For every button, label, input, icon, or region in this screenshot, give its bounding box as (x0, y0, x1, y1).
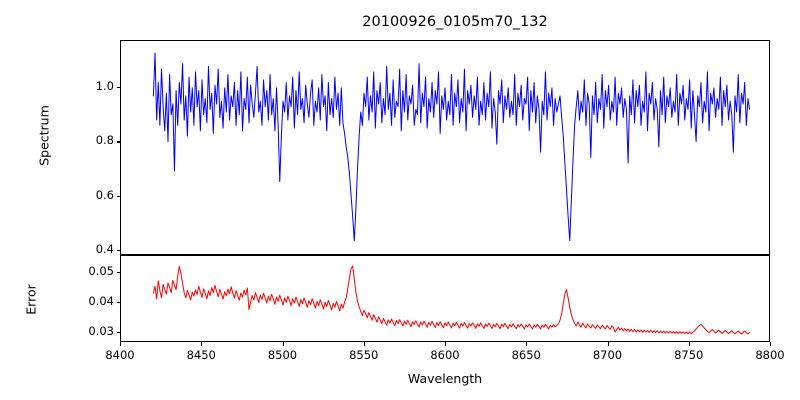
wavelength-axis-label: Wavelength (407, 371, 483, 386)
y-tick-mark (116, 87, 120, 89)
x-tick-mark (526, 342, 528, 346)
y-tick-mark (116, 301, 120, 303)
x-tick-label: 8550 (349, 348, 379, 362)
y-tick-label: 0.04 (88, 293, 114, 308)
y-tick-mark (116, 271, 120, 273)
x-tick-label: 8700 (592, 348, 623, 362)
x-tick-mark (282, 342, 284, 346)
x-tick-label: 8600 (430, 348, 460, 362)
error-plot-area (152, 265, 751, 335)
y-tick-label: 0.03 (88, 323, 114, 338)
x-tick-label: 8800 (755, 348, 785, 362)
x-tick-label: 8650 (511, 348, 541, 362)
y-tick-mark (116, 195, 120, 197)
y-tick-mark (116, 141, 120, 143)
spectrum-panel (120, 40, 770, 255)
x-tick-mark (607, 342, 609, 346)
y-tick-label: 0.6 (95, 187, 114, 202)
y-tick-label: 0.05 (88, 263, 114, 278)
spectrum-series-line (152, 52, 751, 242)
spectrum-plot-area (152, 52, 751, 242)
x-tick-label: 8500 (267, 348, 298, 362)
page-title: 20100926_0105m70_132 (362, 14, 548, 30)
y-tick-mark (116, 331, 120, 333)
error-panel (120, 255, 770, 342)
x-tick-label: 8750 (674, 348, 704, 362)
y-tick-label: 0.8 (95, 133, 114, 148)
x-tick-label: 8400 (105, 348, 135, 362)
x-tick-mark (120, 342, 122, 346)
x-tick-mark (445, 342, 447, 346)
y-tick-label: 0.4 (95, 241, 114, 256)
y-tick-label-layer: 0.4 0.6 0.8 1.0 0.03 0.04 0.05 (0, 0, 114, 400)
x-tick-mark (688, 342, 690, 346)
x-tick-mark (770, 342, 772, 346)
x-tick-mark (363, 342, 365, 346)
y-tick-label: 1.0 (95, 79, 114, 94)
x-tick-mark (201, 342, 203, 346)
x-tick-label: 8450 (186, 348, 216, 362)
error-series-line (152, 265, 751, 335)
y-tick-mark (116, 249, 120, 251)
